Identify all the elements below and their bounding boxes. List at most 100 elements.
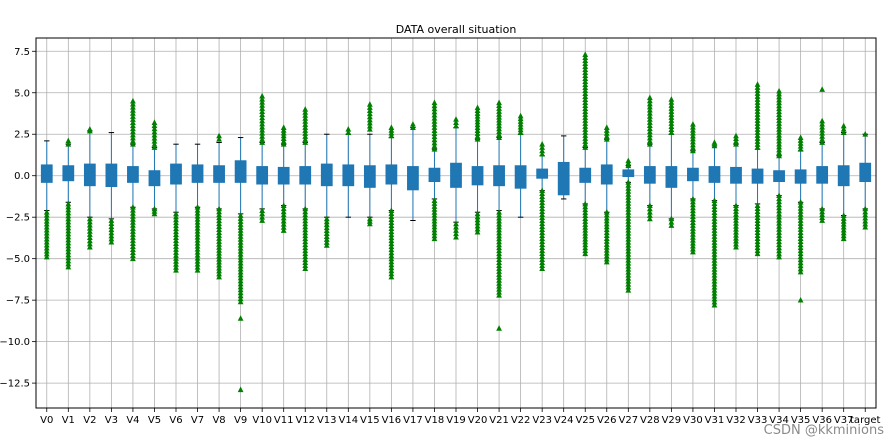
outlier-marker (603, 136, 610, 142)
outlier-marker (259, 133, 266, 139)
outlier-marker (388, 267, 395, 274)
outlier-marker (302, 229, 309, 236)
outlier-marker (474, 118, 481, 125)
outlier-marker (582, 206, 589, 213)
outlier-marker (43, 209, 50, 215)
outlier-marker (646, 202, 653, 208)
outlier-marker (431, 121, 438, 127)
outlier-marker (496, 238, 502, 245)
outlier-marker (431, 105, 438, 112)
outlier-marker (754, 96, 761, 102)
outlier-marker (388, 258, 395, 265)
outlier-marker (431, 114, 438, 121)
outlier-marker (130, 140, 136, 147)
outlier-marker (840, 229, 847, 236)
outlier-marker (582, 120, 589, 126)
outlier-marker (582, 126, 589, 132)
outlier-marker (582, 218, 589, 224)
x-tick-label: V22 (511, 415, 531, 426)
outlier-marker (603, 124, 610, 130)
outlier-marker (280, 227, 287, 233)
outlier-marker (496, 274, 502, 280)
outlier-marker (625, 286, 632, 293)
outlier-marker (582, 132, 589, 138)
box-V25 (579, 51, 592, 257)
outlier-marker (302, 226, 309, 233)
outlier-marker (776, 99, 782, 106)
outlier-marker (173, 255, 179, 261)
outlier-marker (840, 218, 847, 224)
outlier-marker (302, 109, 309, 115)
outlier-marker (819, 205, 826, 212)
outlier-marker (603, 252, 610, 259)
outlier-marker (797, 262, 804, 269)
outlier-marker (323, 224, 330, 231)
outlier-marker (711, 275, 718, 281)
outlier-marker (582, 57, 589, 63)
outlier-marker (216, 273, 222, 280)
outlier-marker (302, 235, 309, 242)
outlier-marker (646, 215, 653, 222)
x-tick-label: V1 (62, 415, 75, 426)
outlier-marker (603, 220, 610, 227)
outlier-marker (646, 140, 653, 147)
outlier-marker (173, 246, 179, 252)
outlier-marker (582, 200, 589, 207)
outlier-marker (323, 215, 330, 222)
box-V1 (62, 137, 75, 270)
outlier-marker (388, 240, 395, 247)
outlier-marker (840, 215, 847, 221)
outlier-marker (776, 207, 782, 214)
x-tick-label: V19 (446, 415, 466, 426)
box-V23 (536, 140, 549, 272)
outlier-marker (582, 250, 589, 257)
outlier-marker (302, 223, 309, 230)
outlier-marker (474, 104, 481, 111)
box-V36 (816, 86, 829, 223)
outlier-marker (237, 236, 244, 242)
outlier-marker (625, 254, 632, 260)
outlier-marker (646, 122, 653, 129)
outlier-marker (43, 229, 50, 236)
x-tick-label: V8 (212, 415, 225, 426)
box-rect (385, 164, 398, 185)
outlier-marker (603, 226, 610, 233)
outlier-marker (302, 127, 309, 133)
outlier-marker (388, 270, 395, 277)
outlier-marker (130, 231, 136, 237)
outlier-marker (776, 108, 782, 115)
outlier-marker (65, 209, 72, 216)
outlier-marker (108, 226, 115, 233)
outlier-marker (130, 119, 136, 126)
outlier-marker (43, 226, 50, 233)
outlier-marker (711, 212, 718, 218)
box-V9 (234, 137, 247, 393)
outlier-marker (410, 124, 416, 130)
outlier-marker (797, 259, 804, 266)
outlier-marker (582, 63, 589, 69)
outlier-marker (431, 108, 438, 115)
outlier-marker (797, 247, 804, 254)
outlier-marker (797, 137, 804, 143)
outlier-marker (194, 237, 201, 243)
outlier-marker (690, 141, 696, 148)
outlier-marker (237, 386, 244, 393)
box-rect (730, 166, 742, 184)
outlier-marker (453, 220, 459, 227)
y-tick-label: 5.0 (14, 88, 30, 99)
outlier-marker (194, 210, 201, 216)
outlier-marker (237, 248, 244, 254)
outlier-marker (582, 129, 589, 135)
outlier-marker (474, 219, 481, 226)
outlier-marker (539, 208, 546, 215)
outlier-marker (496, 128, 502, 135)
outlier-marker (668, 123, 675, 129)
box-rect (320, 163, 333, 187)
outlier-marker (711, 230, 718, 236)
outlier-marker (323, 236, 330, 242)
outlier-marker (625, 242, 632, 248)
outlier-marker (194, 246, 201, 252)
outlier-marker (690, 239, 696, 246)
outlier-marker (582, 99, 589, 105)
outlier-marker (496, 253, 502, 260)
